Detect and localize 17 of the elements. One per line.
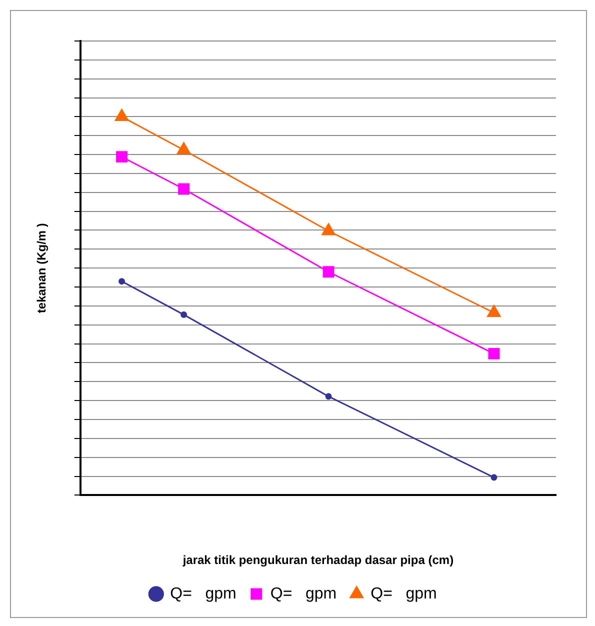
point	[114, 108, 129, 121]
point	[116, 151, 128, 163]
point	[325, 393, 332, 400]
legend-label: Q= gpm	[170, 585, 236, 602]
legend-label: Q= gpm	[370, 585, 437, 602]
point	[178, 183, 190, 195]
point	[322, 266, 334, 278]
legend-label: Q= gpm	[270, 585, 337, 602]
point	[487, 305, 501, 318]
point	[322, 223, 336, 236]
point	[176, 142, 191, 154]
y-axis-title: tekanan (Kg/m )	[34, 223, 49, 314]
point	[490, 474, 498, 481]
point	[488, 348, 500, 360]
point	[118, 278, 126, 285]
point	[180, 311, 188, 318]
x-axis-title: jarak titik pengukuran terhadap dasar pipa (cm)	[182, 553, 454, 568]
